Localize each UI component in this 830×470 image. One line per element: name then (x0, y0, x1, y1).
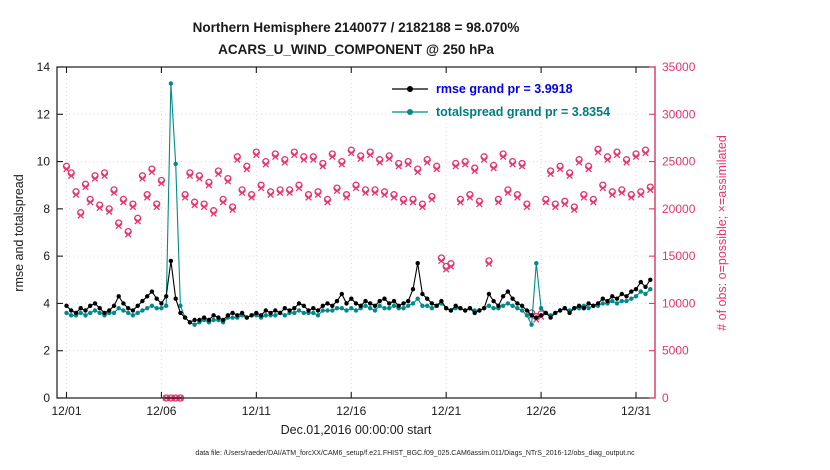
left-axis-label: rmse and totalspread (12, 174, 26, 292)
svg-text:12/26: 12/26 (526, 404, 556, 418)
svg-text:6: 6 (43, 249, 50, 263)
svg-text:14: 14 (37, 60, 51, 74)
right-axis-label: # of obs: o=possible; ×=assimilated (715, 135, 729, 331)
svg-text:12/21: 12/21 (431, 404, 461, 418)
legend-item-rmse: rmse grand pr = 3.9918 (391, 79, 610, 99)
legend-line-sample-rmse (392, 86, 428, 92)
svg-text:4: 4 (43, 296, 50, 310)
svg-text:2: 2 (43, 344, 50, 358)
svg-text:12/16: 12/16 (336, 404, 366, 418)
svg-text:12/01: 12/01 (51, 404, 81, 418)
svg-text:20000: 20000 (662, 202, 696, 216)
svg-text:15000: 15000 (662, 249, 696, 263)
svg-text:10000: 10000 (662, 296, 696, 310)
svg-text:35000: 35000 (662, 60, 696, 74)
svg-text:5000: 5000 (662, 344, 689, 358)
svg-text:25000: 25000 (662, 155, 696, 169)
legend-line-sample-totalspread (392, 109, 428, 115)
svg-text:0: 0 (662, 391, 669, 405)
svg-text:30000: 30000 (662, 107, 696, 121)
svg-text:12: 12 (37, 107, 51, 121)
svg-text:12/11: 12/11 (242, 404, 271, 418)
svg-text:12/31: 12/31 (621, 404, 651, 418)
chart-title: Northern Hemisphere 2140077 / 2182188 = … (192, 20, 520, 35)
x-axis-label: Dec.01,2016 00:00:00 start (280, 423, 432, 437)
data-file-caption: data file: /Users/raeder/DAI/ATM_forcXX/… (195, 450, 635, 457)
svg-text:10: 10 (37, 155, 51, 169)
svg-text:12/06: 12/06 (146, 404, 176, 418)
legend: rmse grand pr = 3.9918 totalspread grand… (391, 79, 610, 122)
chart-subtitle: ACARS_U_WIND_COMPONENT @ 250 hPa (218, 42, 494, 57)
legend-label-rmse: rmse grand pr = 3.9918 (436, 82, 573, 96)
legend-item-totalspread: totalspread grand pr = 3.8354 (391, 102, 610, 122)
svg-text:8: 8 (43, 202, 50, 216)
svg-text:0: 0 (43, 391, 50, 405)
legend-label-totalspread: totalspread grand pr = 3.8354 (436, 105, 611, 119)
